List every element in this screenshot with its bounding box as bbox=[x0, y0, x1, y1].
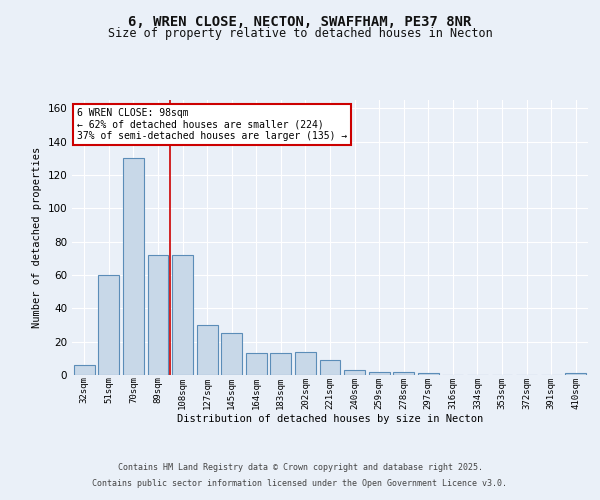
Bar bbox=[148, 255, 169, 375]
Y-axis label: Number of detached properties: Number of detached properties bbox=[32, 147, 42, 328]
Text: 6 WREN CLOSE: 98sqm
← 62% of detached houses are smaller (224)
37% of semi-detac: 6 WREN CLOSE: 98sqm ← 62% of detached ho… bbox=[77, 108, 347, 142]
Text: Size of property relative to detached houses in Necton: Size of property relative to detached ho… bbox=[107, 28, 493, 40]
Bar bbox=[74, 365, 95, 375]
Text: 6, WREN CLOSE, NECTON, SWAFFHAM, PE37 8NR: 6, WREN CLOSE, NECTON, SWAFFHAM, PE37 8N… bbox=[128, 15, 472, 29]
X-axis label: Distribution of detached houses by size in Necton: Distribution of detached houses by size … bbox=[177, 414, 483, 424]
Bar bbox=[295, 352, 316, 375]
Bar bbox=[172, 255, 193, 375]
Text: Contains HM Land Registry data © Crown copyright and database right 2025.: Contains HM Land Registry data © Crown c… bbox=[118, 464, 482, 472]
Bar bbox=[344, 370, 365, 375]
Bar bbox=[98, 275, 119, 375]
Bar bbox=[246, 354, 267, 375]
Bar bbox=[197, 325, 218, 375]
Text: Contains public sector information licensed under the Open Government Licence v3: Contains public sector information licen… bbox=[92, 478, 508, 488]
Bar bbox=[320, 360, 340, 375]
Bar bbox=[123, 158, 144, 375]
Bar bbox=[565, 374, 586, 375]
Bar bbox=[221, 334, 242, 375]
Bar bbox=[393, 372, 414, 375]
Bar bbox=[418, 374, 439, 375]
Bar bbox=[368, 372, 389, 375]
Bar bbox=[271, 354, 292, 375]
